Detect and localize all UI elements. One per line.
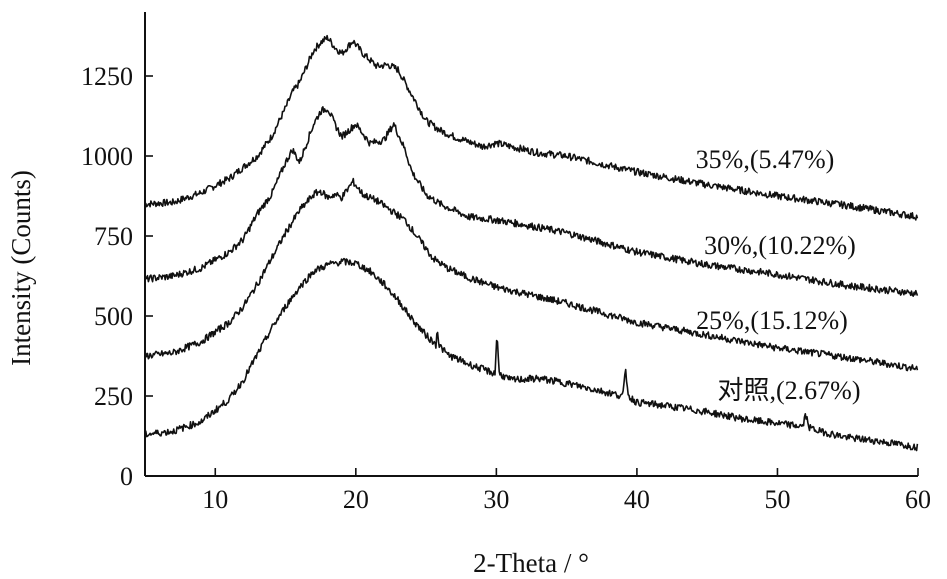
x-tick-label: 60	[905, 485, 931, 514]
x-tick-label: 10	[202, 485, 228, 514]
y-tick-label: 1250	[81, 62, 133, 91]
plot-area	[144, 34, 919, 452]
y-tick-label: 0	[120, 462, 133, 491]
series-line-1	[144, 34, 919, 221]
x-tick-label: 30	[483, 485, 509, 514]
y-axis-title: Intensity (Counts)	[6, 170, 36, 366]
series-labels: 35%,(5.47%) 30%,(10.22%) 25%,(15.12%) 对照,(2…	[696, 145, 861, 405]
x-tick-label: 20	[343, 485, 369, 514]
series-label-1: 35%,(5.47%)	[696, 145, 835, 174]
axes	[144, 12, 918, 477]
series-label-2: 30%,(10.22%)	[704, 231, 856, 260]
y-tick-label: 1000	[81, 142, 133, 171]
series-line-2	[144, 106, 919, 297]
x-tick-label: 40	[624, 485, 650, 514]
y-tick-label: 250	[94, 382, 133, 411]
axis-ticks: 10 20 30 40 50 60 0 250 500 750 1000 1250	[81, 62, 931, 514]
y-tick-label: 500	[94, 302, 133, 331]
x-tick-label: 50	[764, 485, 790, 514]
series-label-3: 25%,(15.12%)	[696, 306, 848, 335]
series-line-4	[144, 257, 919, 452]
y-tick-label: 750	[94, 222, 133, 251]
series-label-4: 对照,(2.67%)	[718, 376, 861, 405]
x-axis-title: 2-Theta / °	[473, 548, 589, 578]
series-line-3	[144, 177, 919, 372]
